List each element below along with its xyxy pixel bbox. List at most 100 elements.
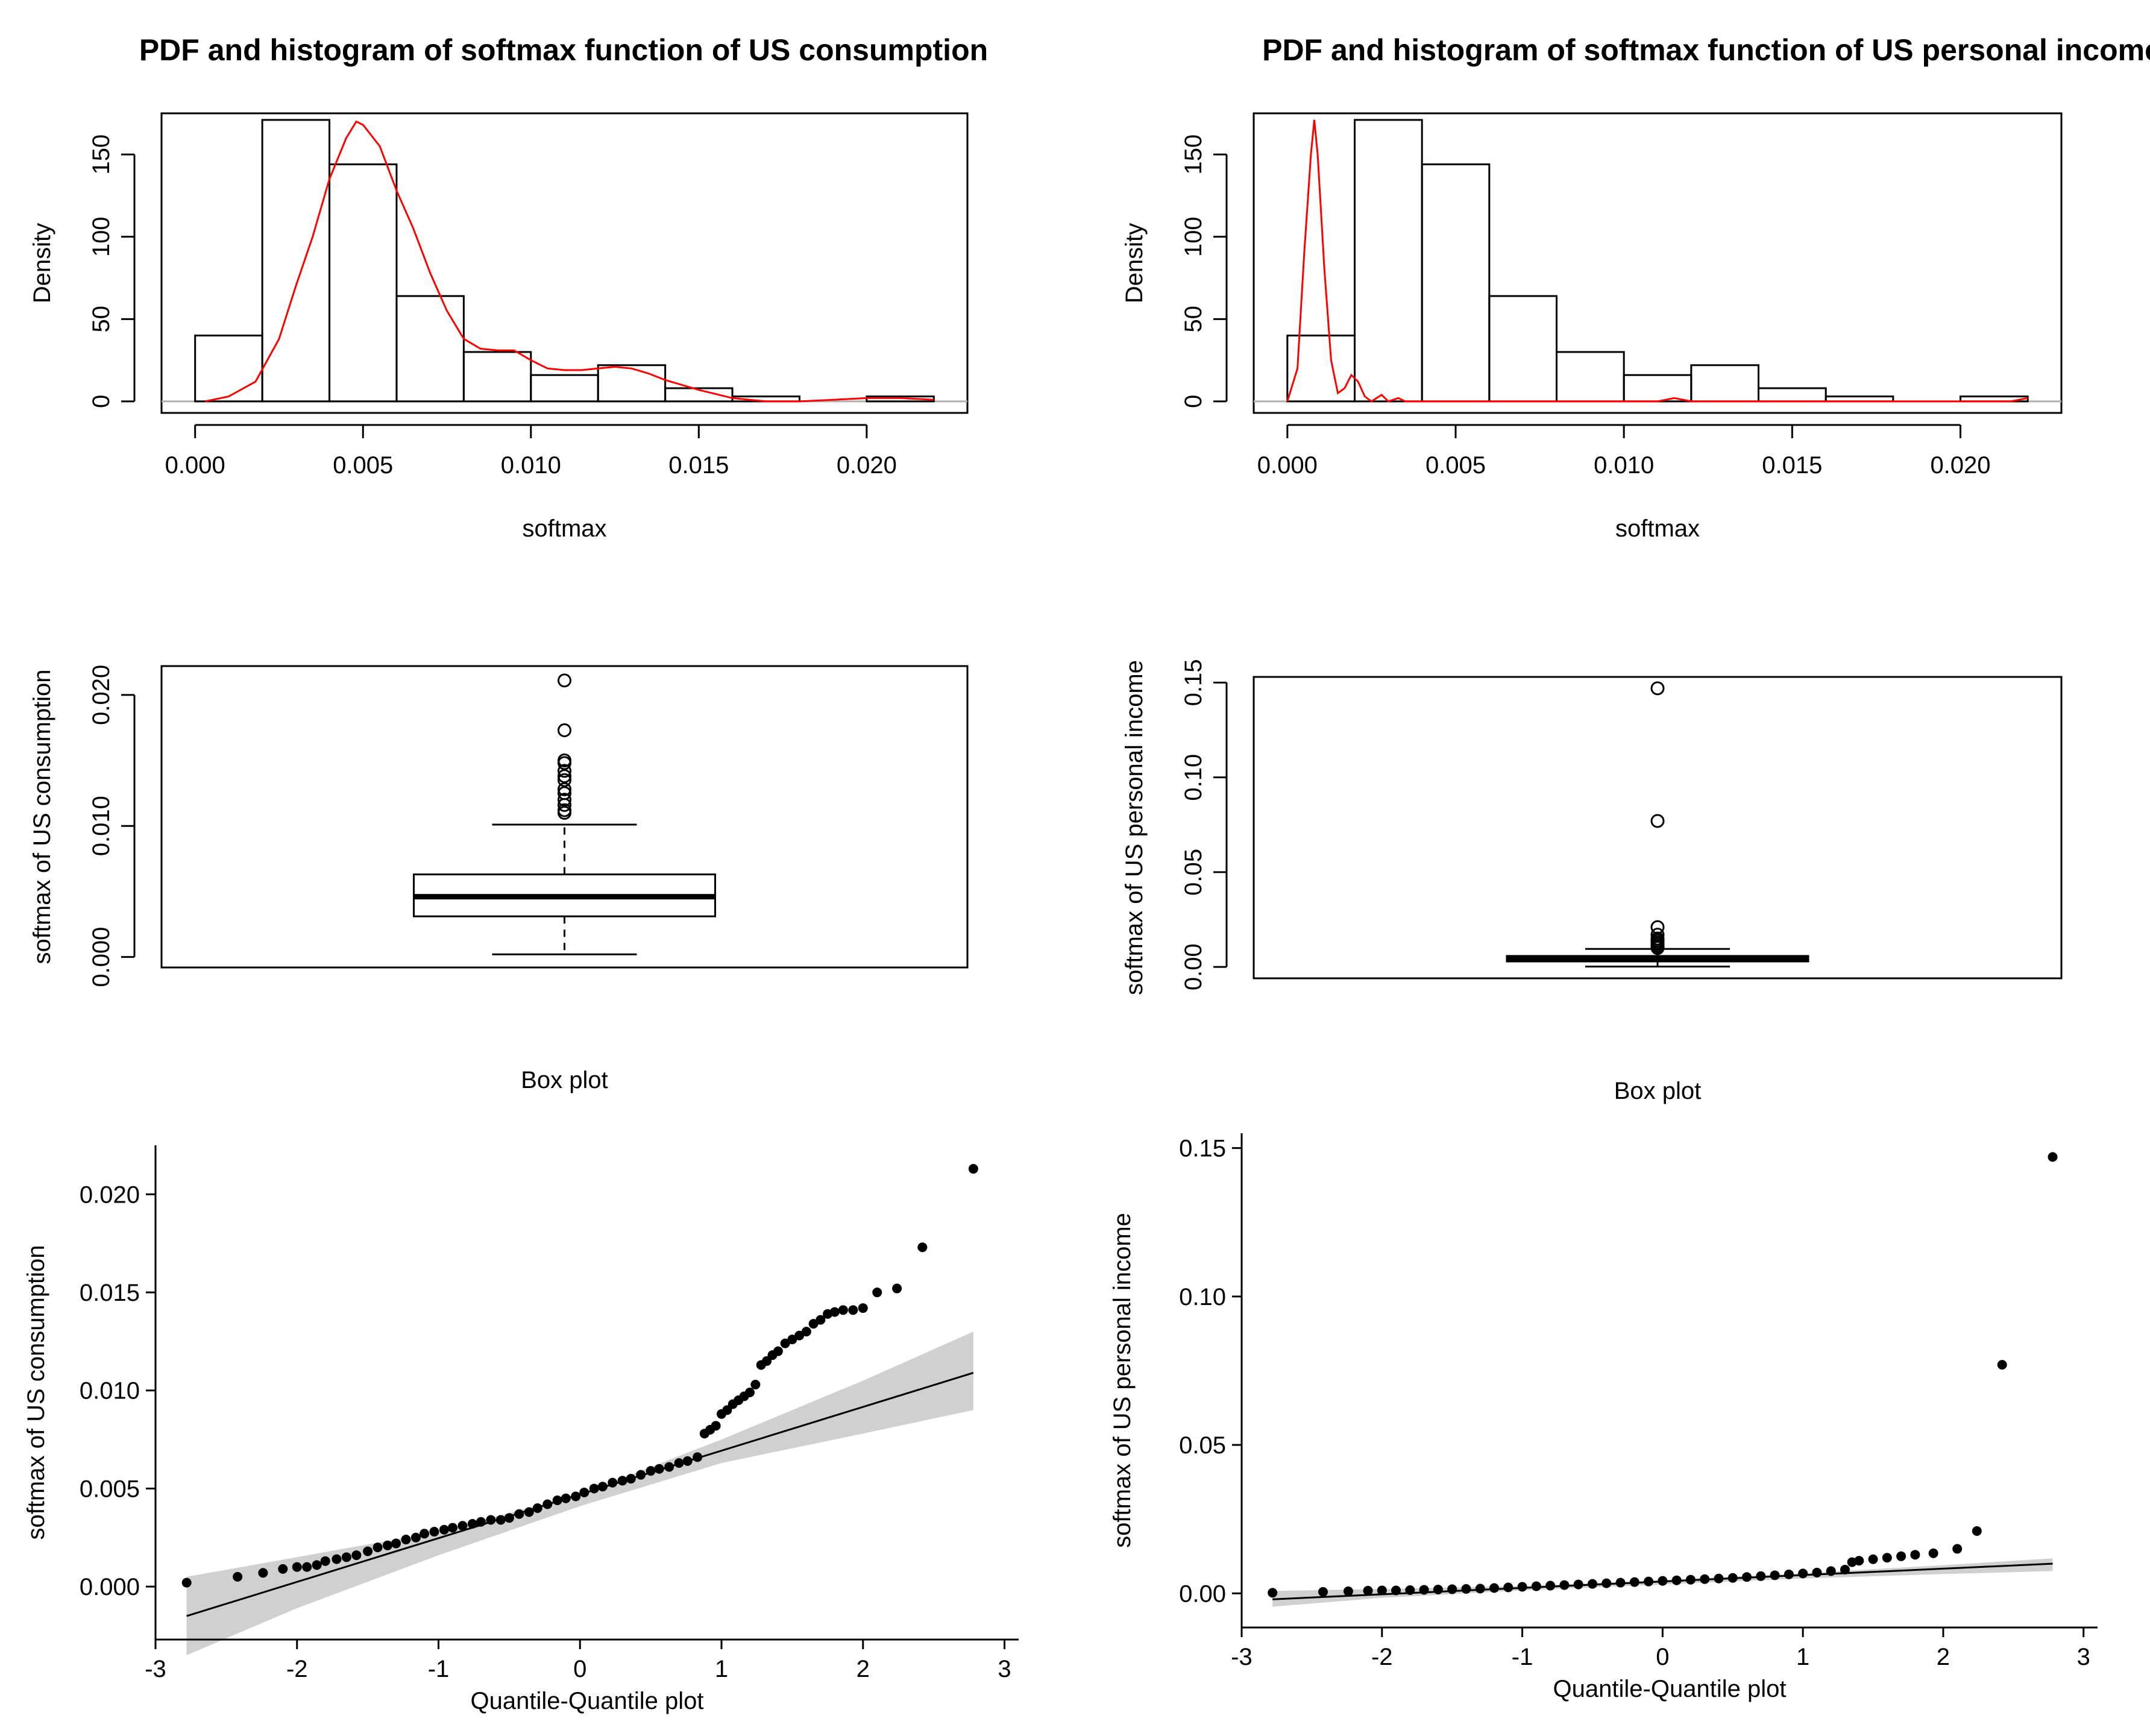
qq-consumption-point-15 [401, 1535, 411, 1545]
histogram-income-panel: PDF and histogram of softmax function of… [1121, 33, 2150, 542]
qq-consumption-point-3 [278, 1564, 288, 1574]
qq-income-point-33 [1784, 1569, 1794, 1579]
qq-consumption-point-61 [780, 1338, 790, 1348]
hist-consumption-title: PDF and histogram of softmax function of… [139, 33, 988, 67]
hist-income-x-tick-label-1: 0.005 [1425, 452, 1486, 479]
qq-income-y-tick-label-1: 0.05 [1179, 1432, 1226, 1459]
hist-consumption-pdf-curve [205, 120, 934, 403]
hist-income-y-axis-label: Density [1121, 223, 1148, 303]
hist-consumption-y-tick-label-1: 50 [88, 306, 115, 333]
box-income-outlier-1 [1650, 814, 1665, 828]
hist-income-plot-frame [1253, 112, 2063, 414]
qq-income-point-8 [1433, 1584, 1443, 1594]
box-consumption-y-tick-label-0: 0.000 [88, 927, 115, 987]
qq-consumption-point-73 [892, 1283, 902, 1294]
qq-income-point-46 [1972, 1526, 1982, 1536]
qq-income-point-40 [1868, 1554, 1878, 1564]
qq-consumption-x-tick-label-1: -2 [286, 1656, 308, 1682]
qq-consumption-point-62 [787, 1335, 797, 1345]
hist-income-x-tick-label-2: 0.010 [1594, 452, 1654, 479]
qq-income-point-20 [1601, 1578, 1612, 1588]
qq-consumption-point-1 [233, 1571, 243, 1582]
box-consumption-x-axis-label: Box plot [521, 1067, 608, 1093]
qq-income-x-tick-label-5: 2 [1937, 1644, 1950, 1670]
qq-consumption-point-74 [917, 1242, 928, 1253]
qq-consumption-point-30 [542, 1499, 553, 1509]
qq-income-point-35 [1812, 1567, 1822, 1577]
box-consumption-outlier-6 [558, 773, 571, 787]
qq-income-point-11 [1475, 1583, 1485, 1594]
qq-consumption-x-tick-label-0: -3 [145, 1656, 166, 1682]
hist-consumption-x-axis-label: softmax [522, 515, 606, 542]
qq-consumption-point-2 [258, 1568, 268, 1578]
hist-consumption-y-tick-label-0: 0 [88, 395, 115, 408]
qq-income-y-tick-label-3: 0.15 [1179, 1136, 1226, 1162]
hist-consumption-bar-3 [395, 295, 465, 403]
box-income-outlier-10 [1650, 941, 1665, 955]
qq-income-point-28 [1714, 1573, 1724, 1583]
qq-income-point-39 [1854, 1556, 1864, 1566]
qq-income-point-1 [1318, 1587, 1328, 1597]
qq-consumption-point-21 [457, 1521, 468, 1531]
hist-consumption-x-tick-label-2: 0.010 [501, 452, 561, 479]
qq-income-point-41 [1882, 1553, 1892, 1563]
qq-consumption-point-39 [626, 1474, 636, 1484]
qq-consumption-point-64 [801, 1327, 811, 1337]
box-consumption-outlier-9 [558, 793, 571, 807]
qq-income-point-12 [1489, 1583, 1500, 1593]
hist-income-y-tick-label-0: 0 [1180, 395, 1207, 408]
qq-income-point-36 [1826, 1566, 1836, 1576]
hist-consumption-bar-2 [328, 163, 398, 403]
box-consumption-outlier-4 [558, 764, 571, 778]
qq-income-point-44 [1928, 1548, 1938, 1558]
qq-consumption-point-16 [410, 1532, 421, 1543]
box-consumption-y-axis-label: softmax of US consumption [29, 669, 55, 964]
box-consumption-outlier-5 [558, 769, 571, 784]
hist-income-y-tick-label-2: 100 [1180, 216, 1207, 257]
box-income-y-tick-label-2: 0.10 [1180, 754, 1207, 801]
qq-income-point-45 [1952, 1544, 1963, 1554]
hist-income-x-tick-label-4: 0.020 [1930, 452, 1990, 479]
qq-income-point-30 [1742, 1572, 1752, 1582]
hist-consumption-x-tick-label-4: 0.020 [837, 452, 897, 479]
qq-consumption-point-71 [858, 1303, 868, 1313]
box-consumption-plot-frame [160, 665, 969, 969]
qq-consumption-point-6 [312, 1560, 322, 1570]
qq-consumption-point-34 [579, 1487, 589, 1497]
qq-income-point-48 [2048, 1152, 2058, 1162]
qq-consumption-point-5 [302, 1562, 312, 1572]
qq-consumption-point-14 [391, 1538, 401, 1549]
qq-income-point-27 [1700, 1574, 1710, 1584]
qq-income-point-18 [1573, 1579, 1583, 1590]
qq-consumption-y-tick-label-3: 0.015 [80, 1280, 140, 1306]
qqplot-income-panel: -3 -2 -1 0 1 2 3 0.00 0.05 0.10 0.15 Quantile-Quant… [1109, 1133, 2098, 1702]
qq-consumption-point-72 [872, 1288, 882, 1298]
hist-consumption-plot-frame [160, 112, 969, 414]
hist-income-x-tick-label-3: 0.015 [1762, 452, 1822, 479]
hist-consumption-x-tick-label-0: 0.000 [165, 452, 225, 479]
histogram-consumption-panel: PDF and histogram of softmax function of… [29, 33, 988, 542]
box-income-plot-frame [1253, 676, 2063, 980]
hist-income-x-axis-label: softmax [1615, 515, 1700, 542]
qq-consumption-point-41 [646, 1466, 656, 1476]
box-income-y-tick-label-3: 0.15 [1180, 659, 1207, 706]
qq-income-x-tick-label-2: -1 [1512, 1644, 1533, 1670]
qq-income-point-42 [1896, 1551, 1906, 1561]
qq-consumption-point-10 [351, 1550, 362, 1561]
qq-consumption-point-44 [674, 1458, 684, 1468]
hist-consumption-x-tick-label-3: 0.015 [668, 452, 729, 479]
hist-income-y-tick-label-1: 50 [1180, 306, 1207, 333]
qq-consumption-point-60 [773, 1346, 783, 1356]
qq-income-x-axis-label: Quantile-Quantile plot [1553, 1676, 1787, 1702]
qq-consumption-point-7 [320, 1556, 330, 1566]
qq-consumption-point-69 [838, 1305, 848, 1315]
qq-income-point-43 [1910, 1550, 1920, 1560]
qq-consumption-point-22 [467, 1519, 477, 1529]
qq-consumption-y-tick-label-0: 0.000 [80, 1574, 140, 1600]
box-consumption-y-tick-label-1: 0.010 [88, 796, 115, 856]
box-consumption-y-tick-label-2: 0.020 [88, 665, 115, 725]
qq-consumption-point-40 [636, 1470, 646, 1480]
qq-consumption-point-65 [808, 1319, 819, 1329]
qq-consumption-point-63 [794, 1330, 805, 1341]
qq-consumption-point-46 [693, 1452, 703, 1462]
